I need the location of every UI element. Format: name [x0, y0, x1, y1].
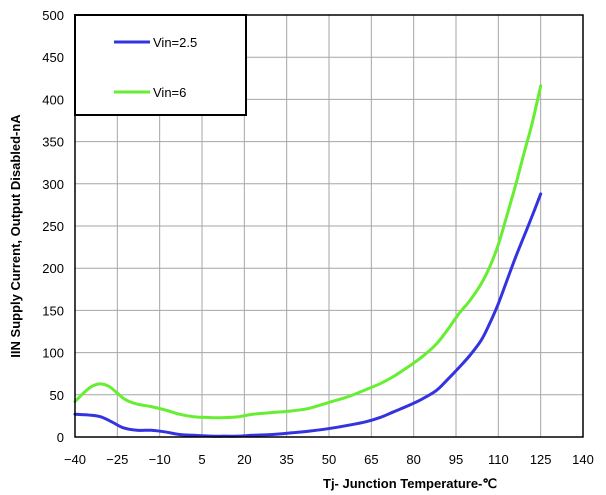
x-tick-label: 125 — [530, 452, 552, 467]
x-tick-label: 95 — [449, 452, 463, 467]
y-tick-label: 100 — [42, 346, 64, 361]
y-tick-label: 500 — [42, 8, 64, 23]
x-tick-label: 80 — [406, 452, 420, 467]
series-lines — [73, 84, 543, 438]
y-axis-ticks: 0 50 100 150 200 250 300 350 400 450 500 — [42, 8, 64, 445]
legend-label-vin-2-5: Vin=2.5 — [153, 35, 197, 50]
x-tick-label: 20 — [237, 452, 251, 467]
y-tick-label: 150 — [42, 303, 64, 318]
series-line-vin-2-5 — [73, 192, 543, 438]
x-tick-label: 110 — [488, 452, 509, 467]
y-tick-label: 350 — [42, 135, 64, 150]
legend: Vin=2.5 Vin=6 — [74, 14, 247, 116]
y-tick-label: 300 — [42, 177, 64, 192]
x-axis-title: Tj- Junction Temperature-℃ — [323, 476, 497, 491]
x-tick-label: 50 — [322, 452, 336, 467]
y-tick-label: 50 — [50, 388, 64, 403]
y-tick-label: 250 — [42, 219, 64, 234]
y-axis-title: IIN Supply Current, Output Disabled-nA — [8, 114, 23, 358]
plot-area-frame — [74, 14, 584, 438]
x-tick-label: 35 — [279, 452, 293, 467]
series-line-vin-6 — [73, 84, 543, 420]
legend-label-vin-6: Vin=6 — [153, 85, 186, 100]
x-axis-ticks: −40 −25 −10 5 20 35 50 65 80 95 110 125 140 — [64, 452, 594, 467]
x-tick-label: −10 — [149, 452, 171, 467]
x-tick-label: 140 — [572, 452, 594, 467]
x-tick-label: −25 — [106, 452, 128, 467]
x-tick-label: 5 — [198, 452, 205, 467]
y-tick-label: 200 — [42, 261, 64, 276]
y-tick-label: 0 — [57, 430, 64, 445]
legend-box — [74, 14, 247, 116]
x-tick-label: −40 — [64, 452, 86, 467]
y-tick-label: 450 — [42, 50, 64, 65]
x-tick-label: 65 — [364, 452, 378, 467]
y-tick-label: 400 — [42, 92, 64, 107]
